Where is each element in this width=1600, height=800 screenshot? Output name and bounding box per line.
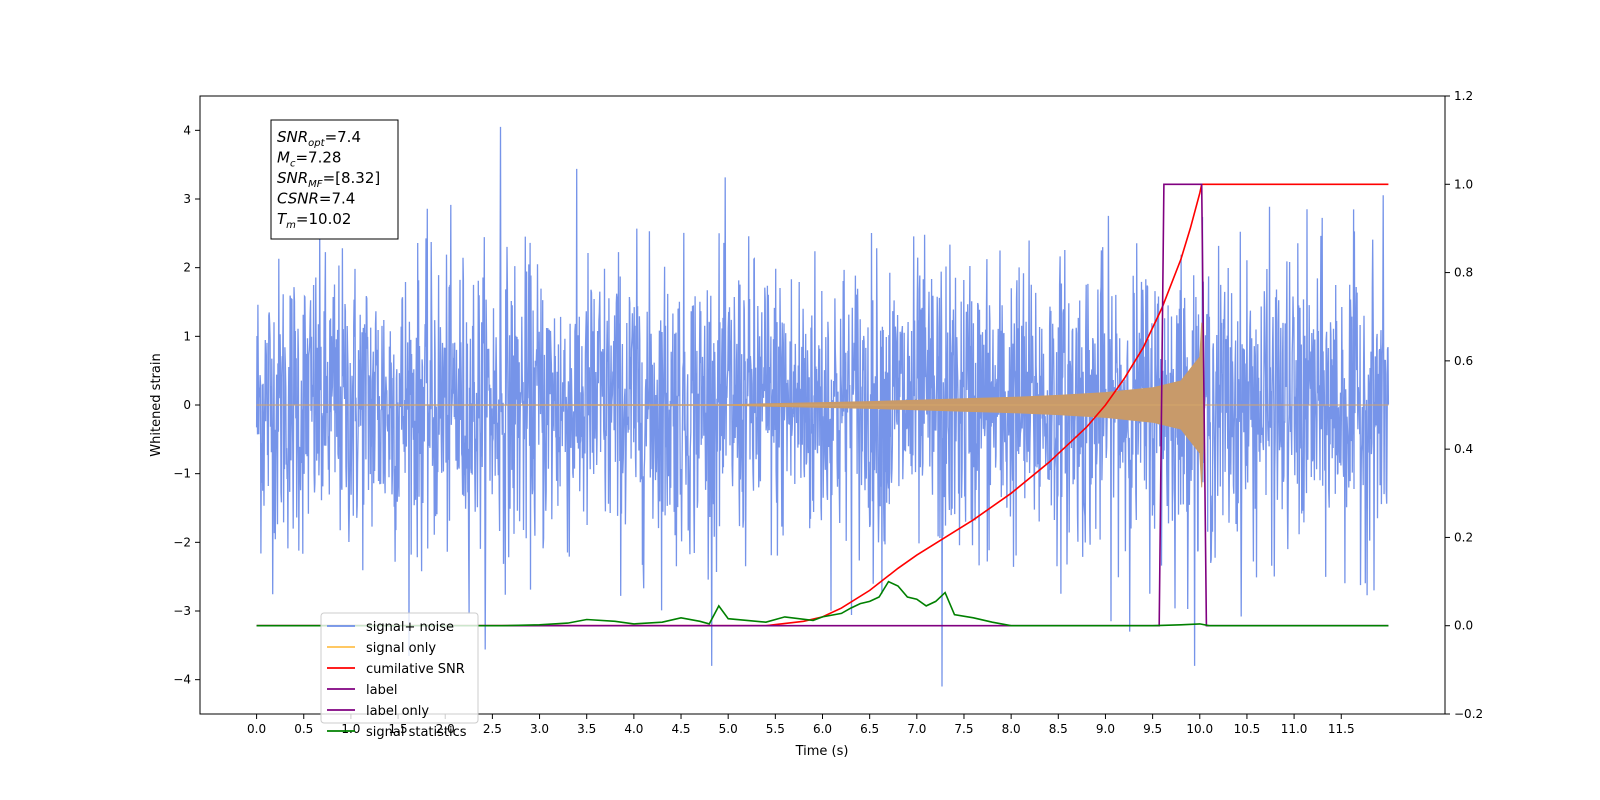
y-axis-label: Whitened strain bbox=[149, 353, 164, 456]
legend-items: signal+ noise signal only cumilative SNR la… bbox=[327, 620, 467, 740]
info-box-frame bbox=[270, 119, 399, 240]
legend-label: signal statistics bbox=[366, 725, 467, 740]
legend-label: label bbox=[366, 683, 397, 698]
x-tick-label: 7.5 bbox=[954, 722, 973, 736]
x-tick-label: 9.5 bbox=[1143, 722, 1162, 736]
y-tick-label: 1 bbox=[183, 329, 191, 343]
legend-label: label only bbox=[366, 704, 429, 719]
x-tick-label: 11.5 bbox=[1328, 722, 1355, 736]
x-tick-label: 1.0 bbox=[341, 722, 360, 736]
y-tick-label: −1 bbox=[173, 467, 191, 481]
x-tick-label: 8.0 bbox=[1002, 722, 1021, 736]
y2-tick-label: 0.2 bbox=[1454, 530, 1473, 544]
info-line: Tm=10.02 bbox=[277, 210, 351, 231]
legend: signal+ noise signal only cumilative SNR la… bbox=[320, 612, 479, 740]
x-tick-label: 4.0 bbox=[624, 722, 643, 736]
x-tick-label: 6.0 bbox=[813, 722, 832, 736]
x-tick-label: 2.0 bbox=[436, 722, 455, 736]
info-line: SNRMF=[8.32] bbox=[277, 169, 380, 190]
x-tick-label: 11.0 bbox=[1281, 722, 1308, 736]
legend-label: signal+ noise bbox=[366, 620, 454, 635]
y-tick-label: 4 bbox=[183, 123, 191, 137]
x-tick-label: 0.5 bbox=[294, 722, 313, 736]
y-tick-label: 0 bbox=[183, 398, 191, 412]
x-axis-label: Time (s) bbox=[795, 744, 849, 759]
x-tick-label: 3.5 bbox=[577, 722, 596, 736]
x-tick-label: 2.5 bbox=[483, 722, 502, 736]
tick-layer: 0.0 0.5 1.0 1.5 2.0 2.5 3.0 3.5 4.0 4.5 5.0 5.5 6.0 6… bbox=[173, 89, 1483, 736]
y2-tick-label: 0.8 bbox=[1454, 266, 1473, 280]
info-line: CSNR=7.4 bbox=[277, 190, 355, 208]
x-tick-label: 9.0 bbox=[1096, 722, 1115, 736]
y2-tick-label: −0.2 bbox=[1454, 707, 1483, 721]
y-tick-label: −4 bbox=[173, 673, 191, 687]
legend-frame bbox=[320, 612, 479, 724]
x-tick-label: 6.5 bbox=[860, 722, 879, 736]
y2-tick-label: 0.6 bbox=[1454, 354, 1473, 368]
x-tick-label: 3.0 bbox=[530, 722, 549, 736]
plot-area bbox=[255, 126, 1390, 687]
x-tick-label: 1.5 bbox=[389, 722, 408, 736]
y2-tick-label: 0.0 bbox=[1454, 619, 1473, 633]
x-tick-label: 5.0 bbox=[719, 722, 738, 736]
x-tick-label: 4.5 bbox=[671, 722, 690, 736]
info-line: SNRopt=7.4 bbox=[277, 128, 361, 149]
info-line: Mc=7.28 bbox=[277, 149, 341, 170]
y2-tick-label: 1.2 bbox=[1454, 89, 1473, 103]
y-tick-label: 3 bbox=[183, 192, 191, 206]
x-tick-label: 5.5 bbox=[766, 722, 785, 736]
x-tick-label: 8.5 bbox=[1049, 722, 1068, 736]
y2-tick-label: 1.0 bbox=[1454, 177, 1473, 191]
legend-label: cumilative SNR bbox=[366, 662, 465, 677]
y2-tick-label: 0.4 bbox=[1454, 442, 1473, 456]
x-tick-label: 7.0 bbox=[907, 722, 926, 736]
legend-label: signal only bbox=[366, 641, 436, 656]
series-signal-statistics bbox=[256, 580, 1389, 627]
series-cumulative-snr bbox=[256, 183, 1389, 627]
x-tick-label: 10.0 bbox=[1186, 722, 1213, 736]
y-tick-label: −3 bbox=[173, 604, 191, 618]
x-tick-label: 0.0 bbox=[247, 722, 266, 736]
y-tick-label: −2 bbox=[173, 535, 191, 549]
x-tick-label: 10.5 bbox=[1234, 722, 1261, 736]
y-tick-label: 2 bbox=[183, 261, 191, 275]
